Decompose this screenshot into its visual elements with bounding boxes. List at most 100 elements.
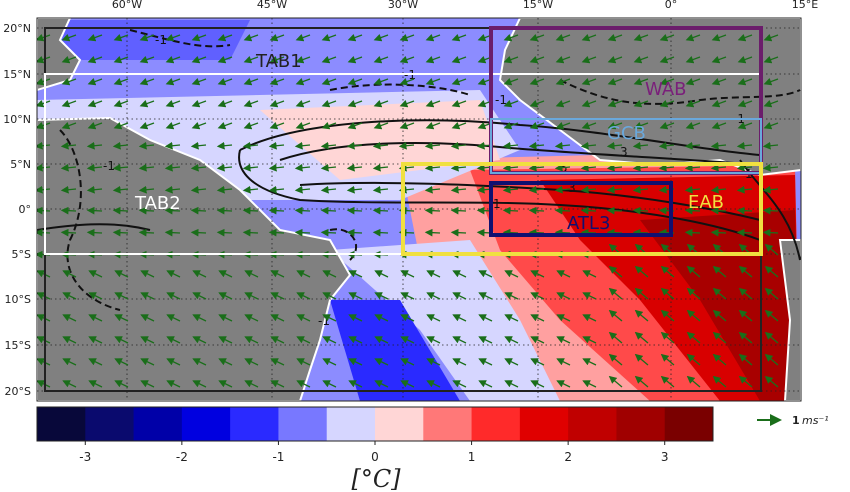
wind-arrow [659,121,675,130]
wind-arrow [295,77,311,86]
wind-arrow [37,336,51,344]
wind-arrow [608,265,623,278]
wind-arrow [87,121,103,130]
wind-arrow [530,270,545,278]
vector-key: 1 ms⁻¹ [757,414,829,427]
wind-arrow [216,163,233,172]
wind-arrow [554,141,571,150]
wind-arrow [372,141,389,150]
wind-arrow [451,33,467,42]
wind-arrow [87,33,103,42]
box-atl3 [489,181,673,237]
wind-arrow [372,228,389,237]
wind-arrow [632,228,649,237]
wind-arrow [581,121,597,130]
wind-arrow [478,380,493,388]
wind-arrow [478,336,493,344]
wind-arrow [608,331,623,344]
wind-arrow [60,228,77,237]
wind-arrow [321,77,337,86]
colorbar-segment [326,407,376,441]
wind-arrow [348,292,363,300]
wind-arrow [712,331,727,344]
latitude-label: 20°N [3,22,31,35]
wind-arrow [37,33,51,42]
wind-arrow [295,33,311,42]
wind-arrow [581,55,597,64]
wind-arrow [399,121,415,130]
wind-arrow [503,121,519,130]
wind-arrow [632,185,649,194]
wind-arrow [399,99,415,108]
wind-arrow [504,336,519,344]
wind-arrow [634,375,649,388]
wind-arrow [192,336,207,344]
wind-arrow [530,358,545,366]
wind-arrow [113,99,129,108]
wind-arrow [737,121,753,130]
latitude-label: 5°N [10,158,31,171]
wind-arrow [164,163,181,172]
wind-arrow [218,336,233,344]
wind-arrow [582,292,597,300]
wind-arrow [425,33,441,42]
wind-arrow [503,77,519,86]
wind-arrow [296,358,311,366]
wind-arrow [632,163,649,172]
wind-arrow [659,55,675,64]
wind-arrow [320,206,337,215]
wind-arrow [348,314,363,322]
wind-arrow [270,336,285,344]
wind-arrow [529,99,545,108]
wind-arrow [502,185,519,194]
colorbar-segment [616,407,666,441]
wind-arrow [190,185,207,194]
wind-arrow [373,55,389,64]
wind-arrow [372,206,389,215]
wind-arrow [528,206,545,215]
wind-arrow [738,309,753,322]
wind-arrow [242,163,259,172]
wind-arrow [425,55,441,64]
wind-arrow [478,314,493,322]
wind-arrow [607,99,623,108]
contour-label: -1 [318,314,330,328]
wind-arrow [191,99,207,108]
wind-arrow [582,358,597,366]
wind-arrow [296,314,311,322]
wind-arrow [88,358,103,366]
wind-arrow [736,163,753,172]
wind-arrow [452,314,467,322]
colorbar-unit: [°C] [351,465,401,492]
wind-arrow [554,185,571,194]
wind-arrow [346,206,363,215]
wind-arrow [217,77,233,86]
wind-arrow [633,99,649,108]
wind-arrow [60,185,77,194]
wind-arrow [37,77,51,86]
wind-arrow [606,141,623,150]
wind-arrow [634,265,649,278]
wind-arrow [347,33,363,42]
wind-arrow [113,121,129,130]
wind-arrow [242,206,259,215]
wind-arrow [294,185,311,194]
wind-arrow [140,314,155,322]
wind-arrow [374,292,389,300]
contour-label: 3 [568,181,576,195]
wind-arrow [348,358,363,366]
wind-arrow [660,265,675,278]
wind-arrow [556,270,571,278]
wind-arrow [502,141,519,150]
wind-arrow [113,33,129,42]
wind-arrow [424,141,441,150]
colorbar-segment [568,407,617,441]
wind-arrow [581,99,597,108]
wind-arrow [86,163,103,172]
wind-arrow [684,141,701,150]
wind-arrow [582,314,597,322]
wind-arrow [504,380,519,388]
wind-arrow [712,353,727,366]
wind-arrow [294,206,311,215]
wind-arrow [607,121,623,130]
